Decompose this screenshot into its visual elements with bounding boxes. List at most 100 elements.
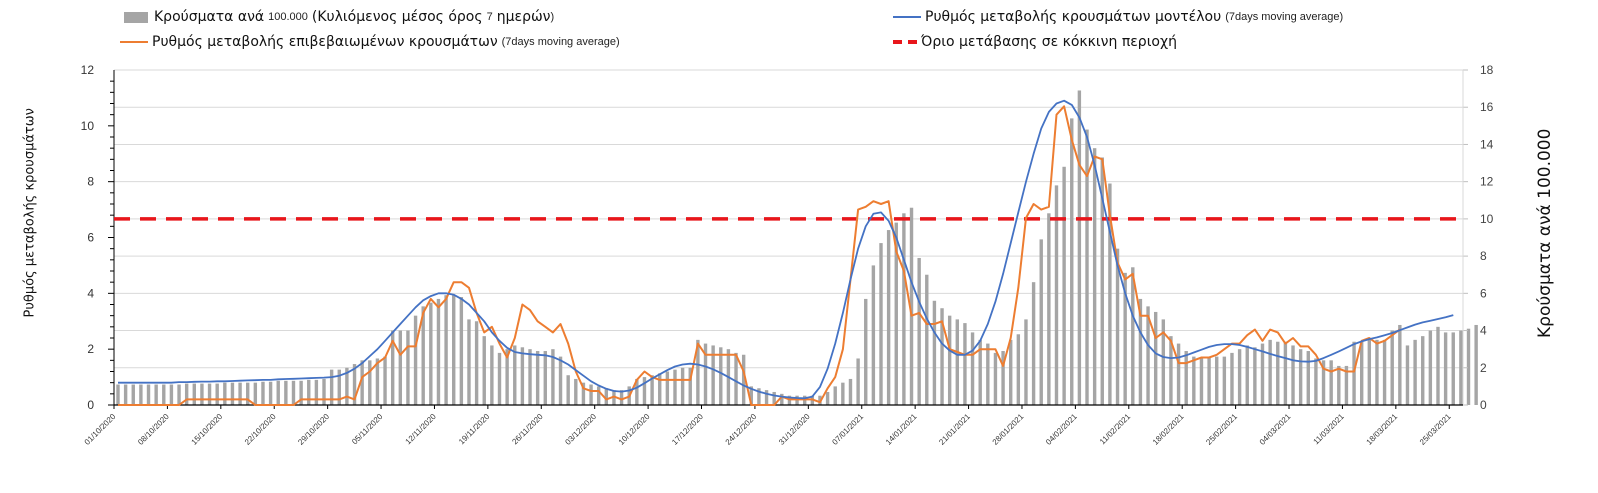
bar <box>551 349 555 405</box>
bar <box>1054 185 1059 405</box>
bar <box>1298 349 1303 405</box>
bar <box>741 354 746 405</box>
bar-series-cases <box>116 90 1478 406</box>
y-right-tick-label: 2 <box>1480 361 1487 375</box>
bar <box>902 213 906 405</box>
bar <box>467 319 471 405</box>
bar <box>596 386 601 405</box>
bar <box>711 345 715 405</box>
legend-swatch-model <box>893 16 921 18</box>
bar <box>1115 248 1120 405</box>
bar <box>131 384 135 405</box>
bar <box>604 388 609 405</box>
bar <box>238 382 242 405</box>
bar <box>940 308 944 405</box>
bar <box>894 222 898 405</box>
bar <box>1367 338 1372 405</box>
bar <box>1253 347 1257 405</box>
bar <box>520 347 525 405</box>
x-tick-label: 19/11/2020 <box>457 412 492 447</box>
bar <box>1207 356 1211 405</box>
bar <box>1237 349 1242 405</box>
bar <box>864 298 868 405</box>
bar <box>1215 356 1219 405</box>
bar <box>1352 341 1356 405</box>
bar <box>1176 343 1181 405</box>
legend-text-bars-3: (Κυλιόμενος μέσος όρος <box>311 9 483 25</box>
bar <box>703 343 708 405</box>
x-tick-label: 10/12/2020 <box>617 412 652 447</box>
bar <box>917 257 921 405</box>
bar <box>1443 332 1448 405</box>
bar <box>299 380 303 405</box>
bar <box>169 384 174 405</box>
bar <box>1344 365 1349 405</box>
x-tick-label: 21/01/2021 <box>937 412 972 447</box>
legend-text-bars-6: ) <box>550 11 555 23</box>
bar <box>1260 343 1265 405</box>
bar <box>581 382 586 405</box>
bar <box>680 367 685 405</box>
bar <box>513 345 517 405</box>
x-tick-label: 12/11/2020 <box>404 412 439 447</box>
bar <box>1085 129 1089 406</box>
bar <box>574 378 578 405</box>
y-right-tick-label: 16 <box>1480 100 1494 114</box>
x-tick-label: 01/10/2020 <box>83 412 118 447</box>
bar <box>1199 358 1204 405</box>
bar <box>856 358 860 405</box>
bar <box>1222 356 1227 405</box>
bar <box>1169 336 1173 405</box>
bar <box>184 383 189 405</box>
x-tick-label: 08/10/2020 <box>136 412 171 447</box>
bar <box>200 383 204 405</box>
bar <box>658 373 662 405</box>
bar <box>734 352 738 405</box>
x-tick-label: 04/03/2021 <box>1258 412 1293 447</box>
bar <box>429 302 433 405</box>
bar <box>246 382 250 405</box>
x-tick-label: 25/03/2021 <box>1418 412 1453 447</box>
bar <box>192 383 196 405</box>
bar <box>833 386 837 405</box>
bar <box>1100 157 1104 405</box>
line-confirmed-rate <box>118 105 1401 406</box>
x-tick-label: 15/10/2020 <box>190 412 225 447</box>
legend-item-confirmed-line: Ρυθμός μεταβολής επιβεβαιωμένων κρουσμάτ… <box>120 34 620 50</box>
bar <box>116 384 120 405</box>
y-left-tick-label: 0 <box>87 398 94 412</box>
y-right-tick-label: 6 <box>1480 286 1487 300</box>
bar <box>1337 365 1341 405</box>
bar <box>1047 213 1051 405</box>
bar <box>474 321 479 405</box>
bar <box>1398 324 1402 405</box>
axes <box>108 69 1468 409</box>
legend-text-confirmed-small: (7days moving average) <box>501 36 620 48</box>
bar <box>558 356 563 405</box>
y-left-tick-label: 8 <box>87 175 94 189</box>
bar <box>757 388 761 405</box>
bar <box>650 375 654 405</box>
x-tick-label: 04/02/2021 <box>1044 412 1079 447</box>
x-tick-label: 24/12/2020 <box>724 412 759 447</box>
bar <box>421 306 425 405</box>
bar <box>993 352 998 405</box>
bar <box>1359 341 1364 405</box>
bar <box>368 360 372 405</box>
bar <box>932 300 937 405</box>
bar <box>383 356 387 405</box>
bar <box>307 379 311 405</box>
bar <box>978 339 982 405</box>
y-right-tick-label: 4 <box>1480 324 1487 338</box>
bar <box>1276 341 1280 405</box>
bar <box>1016 334 1021 405</box>
bar <box>871 265 876 405</box>
bar <box>947 315 952 405</box>
bar <box>291 380 296 405</box>
legend-text-model: Ρυθμός μεταβολής κρουσμάτων μοντέλου <box>925 9 1222 25</box>
x-tick-label: 29/10/2020 <box>296 412 331 447</box>
bar <box>1436 326 1440 405</box>
bar <box>1039 239 1043 405</box>
bar <box>1459 330 1463 405</box>
bar <box>986 343 990 405</box>
